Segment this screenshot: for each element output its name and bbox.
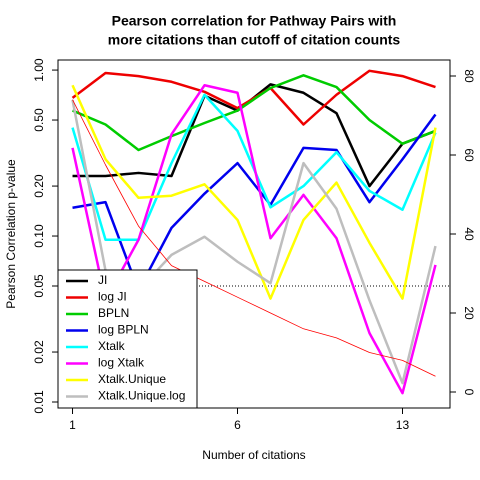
legend-label: Xtalk.Unique xyxy=(98,372,166,386)
x-tick-label: 13 xyxy=(396,418,410,432)
y2-tick-label: 0 xyxy=(462,389,476,396)
y2-tick-label: 20 xyxy=(462,306,476,320)
y-tick-label: 0.02 xyxy=(32,340,46,364)
y-tick-label: 1.00 xyxy=(32,58,46,82)
y-tick-label: 0.05 xyxy=(32,274,46,298)
x-axis-label: Number of citations xyxy=(202,448,305,462)
y2-tick-label: 40 xyxy=(462,227,476,241)
legend-label: log JI xyxy=(98,290,127,304)
y-tick-label: 0.10 xyxy=(32,224,46,248)
chart-subtitle: more citations than cutoff of citation c… xyxy=(108,32,401,48)
y2-tick-label: 80 xyxy=(462,69,476,83)
y-tick-label: 0.20 xyxy=(32,174,46,198)
series-line xyxy=(72,74,436,152)
legend: JI log JI BPLN log BPLN Xtalk log Xtalk Xtalk.… xyxy=(57,269,198,409)
legend-label: log Xtalk xyxy=(98,356,145,370)
y2-tick-label: 60 xyxy=(462,148,476,162)
legend-label: BPLN xyxy=(98,306,129,320)
legend-label: JI xyxy=(98,273,107,287)
legend-label: log BPLN xyxy=(98,323,149,337)
y-axis-label: Pearson Correlation p-value xyxy=(4,159,18,309)
series-line xyxy=(71,84,437,300)
series-line xyxy=(72,99,436,377)
legend-label: Xtalk.Unique.log xyxy=(98,389,185,403)
legend-box xyxy=(57,269,198,409)
x-tick-label: 1 xyxy=(69,418,76,432)
y-tick-label: 0.50 xyxy=(32,108,46,132)
y-tick-label: 0.01 xyxy=(32,390,46,414)
chart-title: Pearson correlation for Pathway Pairs wi… xyxy=(112,13,397,29)
x-tick-label: 6 xyxy=(234,418,241,432)
legend-label: Xtalk xyxy=(98,339,126,353)
series-line xyxy=(71,84,437,395)
